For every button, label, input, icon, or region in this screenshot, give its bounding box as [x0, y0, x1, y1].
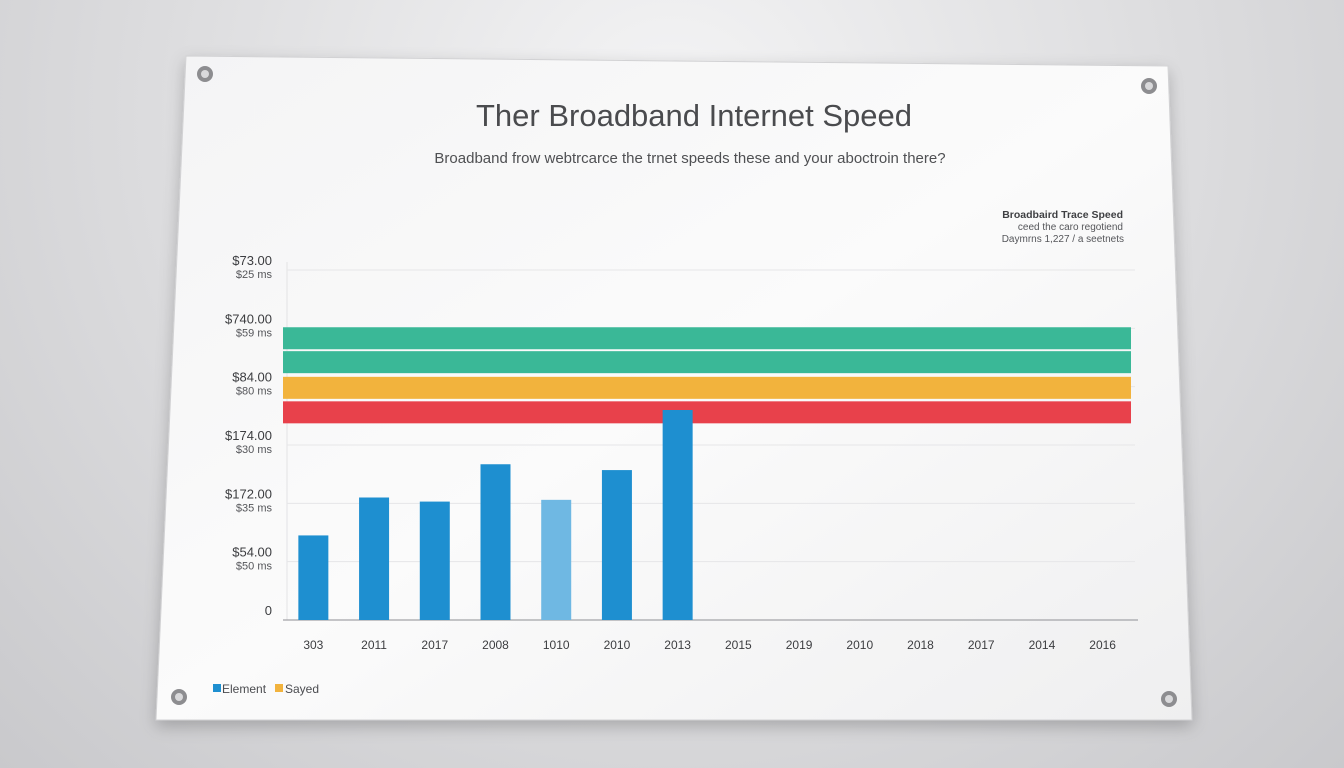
y-tick-sublabel: $35 ms [236, 502, 273, 514]
y-tick-label: $172.00 [225, 486, 272, 501]
bar [601, 470, 632, 620]
x-tick-label: 2018 [907, 638, 934, 652]
x-tick-label: 303 [303, 638, 323, 652]
bar [359, 497, 390, 620]
x-tick-label: 1010 [543, 638, 570, 652]
info-line-3: Daymrns 1,227 / a seetnets [1002, 234, 1124, 245]
x-tick-label: 2013 [664, 638, 691, 652]
speed-band [283, 327, 1131, 350]
y-tick-label: $174.00 [225, 428, 272, 443]
y-tick-sublabel: $25 ms [236, 269, 273, 281]
x-tick-label: 2014 [1029, 638, 1056, 652]
y-tick-sublabel: $30 ms [236, 444, 273, 456]
x-tick-label: 2010 [846, 638, 873, 652]
x-tick-label: 2010 [604, 638, 631, 652]
speed-band [283, 401, 1131, 424]
screw-bottom-right [1161, 691, 1177, 707]
x-tick-label: 2019 [786, 638, 813, 652]
y-tick-sublabel: $80 ms [236, 386, 273, 398]
y-tick-labels: $73.00$25 ms $740.00$59 ms $84.00$80 ms $17… [225, 253, 272, 618]
speed-band [283, 376, 1131, 399]
info-line-1: Broadbaird Trace Speed [1002, 209, 1123, 221]
y-tick-sublabel: $50 ms [236, 561, 273, 573]
y-tick-label: $740.00 [225, 311, 272, 326]
legend-swatch-element [213, 684, 221, 692]
screw-top-right [1141, 78, 1157, 94]
legend-label-element: Element [222, 682, 267, 696]
bar [541, 499, 572, 620]
chart-title: Ther Broadband Internet Speed [476, 98, 912, 133]
legend-swatch-sayed [275, 684, 283, 692]
x-tick-label: 2008 [482, 638, 509, 652]
bar [480, 464, 511, 620]
x-tick-labels: 303 2011 2017 2008 1010 2010 2013 2015 2019 2010 2… [303, 638, 1116, 652]
y-tick-label: $54.00 [232, 545, 272, 560]
x-tick-label: 2015 [725, 638, 752, 652]
y-tick-sublabel: $59 ms [236, 327, 273, 339]
speed-bands [283, 327, 1131, 424]
x-tick-label: 2011 [361, 638, 387, 652]
x-tick-label: 2016 [1089, 638, 1116, 652]
x-tick-label: 2017 [421, 638, 448, 652]
screw-bottom-left [171, 689, 187, 705]
bars [298, 410, 693, 620]
bar [662, 410, 693, 620]
chart-subtitle: Broadband frow webtrcarce the trnet spee… [434, 150, 945, 167]
y-tick-label: $73.00 [232, 253, 272, 268]
bar [298, 535, 329, 620]
speed-band [283, 351, 1131, 374]
info-line-2: ceed the caro regotiend [1018, 222, 1123, 233]
bar [419, 501, 450, 620]
y-tick-label: $84.00 [232, 370, 272, 385]
x-tick-label: 2017 [968, 638, 995, 652]
legend: Element Sayed [213, 682, 319, 696]
y-tick-label: 0 [265, 603, 272, 618]
legend-label-sayed: Sayed [285, 682, 319, 696]
screw-top-left [197, 66, 213, 82]
